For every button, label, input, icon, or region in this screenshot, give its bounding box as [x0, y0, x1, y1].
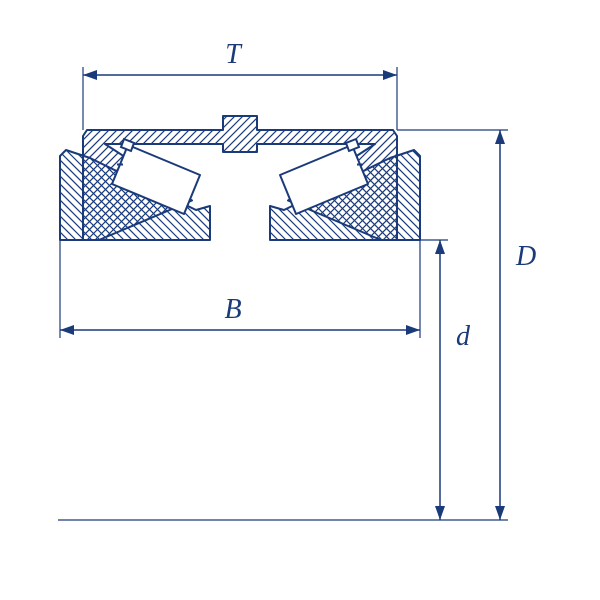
label-T: T [225, 39, 243, 70]
dimension-arrows [60, 70, 505, 520]
label-D: D [515, 241, 536, 272]
label-d: d [456, 321, 471, 352]
bearing-diagram: T B D d [0, 0, 600, 600]
label-B: B [224, 294, 241, 325]
